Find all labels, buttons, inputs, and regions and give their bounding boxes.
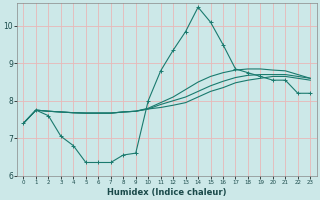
X-axis label: Humidex (Indice chaleur): Humidex (Indice chaleur) <box>107 188 227 197</box>
